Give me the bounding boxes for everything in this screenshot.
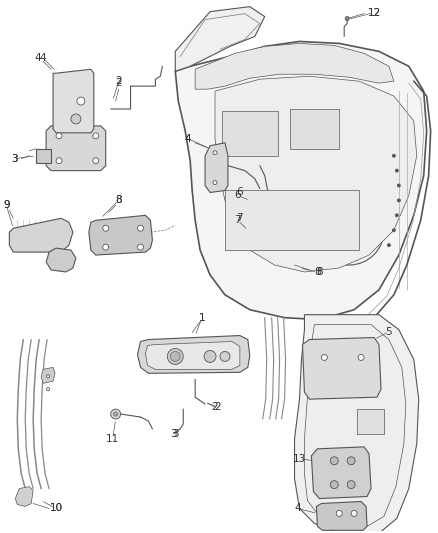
Text: 12: 12	[367, 7, 381, 18]
Polygon shape	[53, 69, 94, 133]
Polygon shape	[316, 502, 367, 530]
Circle shape	[138, 225, 144, 231]
Polygon shape	[304, 325, 406, 527]
Circle shape	[392, 154, 396, 157]
Circle shape	[71, 114, 81, 124]
Circle shape	[396, 169, 398, 172]
Circle shape	[170, 351, 180, 361]
Text: 10: 10	[49, 504, 63, 513]
Circle shape	[56, 158, 62, 164]
Text: 3: 3	[170, 429, 177, 439]
Text: 7: 7	[237, 213, 243, 223]
Text: 10: 10	[49, 504, 63, 513]
Circle shape	[330, 457, 338, 465]
Polygon shape	[46, 126, 106, 171]
Text: 5: 5	[385, 327, 392, 336]
Polygon shape	[205, 143, 228, 192]
Polygon shape	[36, 149, 51, 163]
Circle shape	[220, 351, 230, 361]
Circle shape	[347, 481, 355, 489]
Circle shape	[56, 133, 62, 139]
Text: 13: 13	[293, 454, 306, 464]
Text: 9: 9	[3, 200, 10, 211]
Text: 12: 12	[367, 7, 381, 18]
Polygon shape	[215, 76, 417, 272]
Text: 4: 4	[185, 134, 191, 144]
Text: 8: 8	[314, 267, 321, 277]
Circle shape	[103, 225, 109, 231]
Circle shape	[93, 158, 99, 164]
Circle shape	[330, 481, 338, 489]
Text: 3: 3	[11, 154, 18, 164]
Polygon shape	[290, 109, 339, 149]
Text: 6: 6	[237, 188, 243, 197]
Polygon shape	[311, 447, 371, 498]
Text: 9: 9	[3, 200, 10, 211]
Polygon shape	[222, 111, 278, 156]
Text: 3: 3	[172, 429, 179, 439]
Polygon shape	[195, 43, 394, 89]
Circle shape	[46, 387, 49, 391]
Circle shape	[213, 151, 217, 155]
Text: 1: 1	[199, 313, 205, 322]
Circle shape	[321, 354, 327, 360]
Circle shape	[138, 244, 144, 250]
Text: 4: 4	[35, 53, 42, 63]
Circle shape	[114, 412, 118, 416]
Circle shape	[392, 229, 396, 232]
Polygon shape	[303, 337, 381, 399]
Polygon shape	[138, 336, 250, 373]
Circle shape	[397, 199, 400, 202]
Circle shape	[111, 409, 120, 419]
Polygon shape	[175, 42, 427, 320]
Polygon shape	[225, 190, 359, 250]
Text: 2: 2	[212, 402, 218, 412]
Polygon shape	[89, 215, 152, 255]
Text: 2: 2	[115, 76, 122, 86]
Circle shape	[388, 244, 390, 247]
Text: 2: 2	[115, 78, 122, 88]
Polygon shape	[9, 219, 73, 252]
Polygon shape	[145, 342, 240, 369]
Circle shape	[396, 214, 398, 217]
Polygon shape	[46, 248, 76, 272]
Text: 4: 4	[294, 504, 301, 513]
Circle shape	[46, 375, 49, 378]
Polygon shape	[294, 314, 419, 533]
Text: 8: 8	[115, 196, 122, 205]
Text: 2: 2	[215, 402, 221, 412]
Text: 4: 4	[40, 53, 46, 63]
Text: 7: 7	[235, 215, 241, 225]
Text: 8: 8	[316, 267, 323, 277]
Polygon shape	[175, 6, 265, 71]
Text: 11: 11	[106, 434, 119, 444]
Text: 1: 1	[199, 313, 205, 322]
Circle shape	[204, 351, 216, 362]
Polygon shape	[41, 367, 55, 383]
Circle shape	[77, 97, 85, 105]
Polygon shape	[357, 409, 384, 434]
Polygon shape	[15, 487, 33, 506]
Circle shape	[103, 244, 109, 250]
Circle shape	[347, 457, 355, 465]
Circle shape	[167, 349, 183, 365]
Circle shape	[397, 184, 400, 187]
Circle shape	[93, 133, 99, 139]
Circle shape	[213, 181, 217, 184]
Text: 8: 8	[115, 196, 122, 205]
Text: 4: 4	[185, 134, 191, 144]
Circle shape	[336, 511, 342, 516]
Circle shape	[351, 511, 357, 516]
Circle shape	[358, 354, 364, 360]
Circle shape	[345, 17, 349, 21]
Text: 3: 3	[11, 154, 18, 164]
Text: 6: 6	[235, 190, 241, 200]
